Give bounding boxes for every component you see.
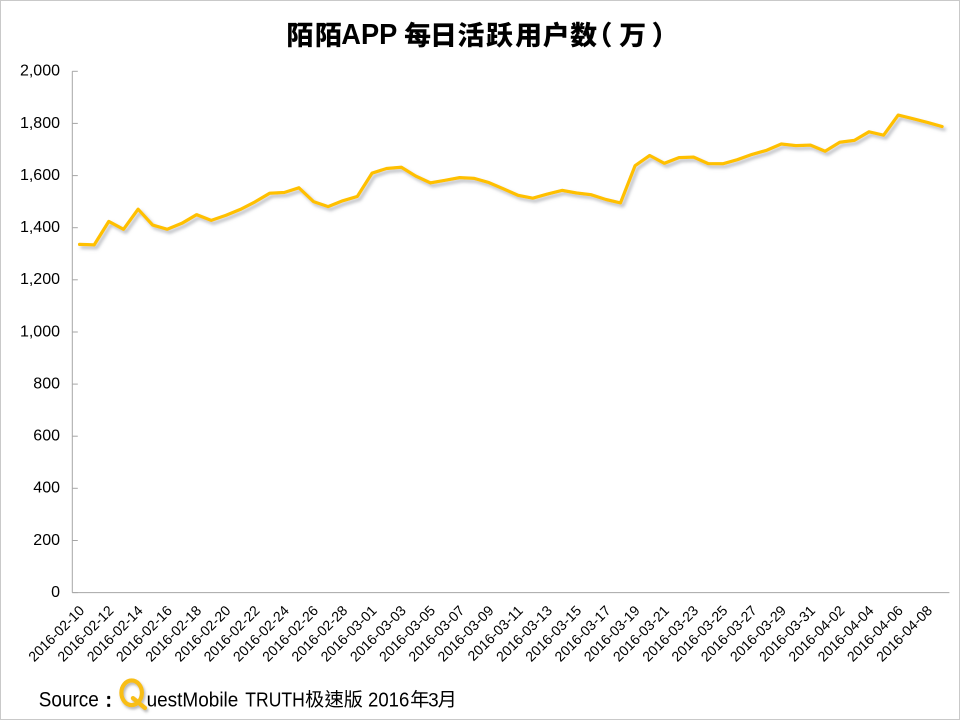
svg-text:2016: 2016 bbox=[368, 690, 409, 712]
svg-text:1,800: 1,800 bbox=[20, 115, 60, 132]
svg-text:0: 0 bbox=[51, 584, 60, 601]
svg-text:uestMobile: uestMobile bbox=[147, 690, 239, 712]
svg-text:200: 200 bbox=[33, 532, 60, 549]
svg-text:2,000: 2,000 bbox=[20, 63, 60, 80]
svg-text:TRUTH: TRUTH bbox=[245, 690, 304, 712]
svg-text:APP: APP bbox=[341, 19, 397, 51]
svg-text:800: 800 bbox=[33, 376, 60, 393]
svg-text:400: 400 bbox=[33, 480, 60, 497]
svg-text:Source: Source bbox=[39, 688, 99, 712]
svg-text:1,600: 1,600 bbox=[20, 167, 60, 184]
svg-text:600: 600 bbox=[33, 428, 60, 445]
svg-text:1,400: 1,400 bbox=[20, 219, 60, 236]
svg-text:1,000: 1,000 bbox=[20, 323, 60, 340]
svg-text:3: 3 bbox=[428, 691, 439, 712]
svg-text:1,200: 1,200 bbox=[20, 271, 60, 288]
